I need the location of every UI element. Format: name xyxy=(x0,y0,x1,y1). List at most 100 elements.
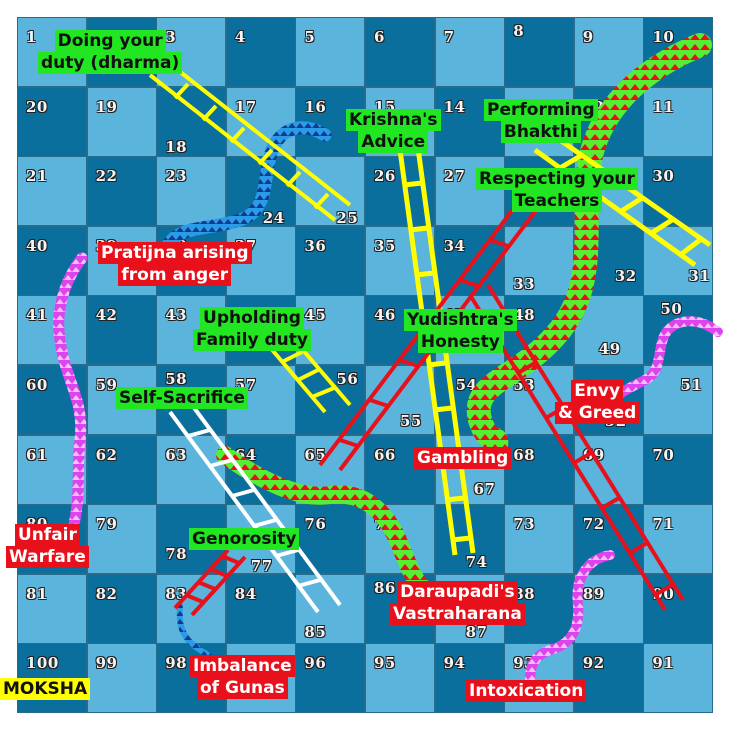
snake-vastraharana xyxy=(216,446,429,594)
board-cell: 68 xyxy=(504,434,575,505)
cell-number: 63 xyxy=(165,445,188,464)
board-cell: 7 xyxy=(434,17,505,87)
cell-number: 10 xyxy=(652,28,675,46)
cell-number: 54 xyxy=(455,376,478,394)
label-yudishtra-honesty: Yudishtra's Honesty xyxy=(404,309,517,353)
cell-number: 31 xyxy=(688,266,711,285)
cell-number: 62 xyxy=(95,445,118,464)
cell-number: 32 xyxy=(614,266,637,285)
cell-number: 11 xyxy=(652,97,675,116)
snake-gambling xyxy=(466,33,712,462)
cell-number: 22 xyxy=(95,167,118,186)
cell-number: 1 xyxy=(26,28,37,46)
label-intoxication: Intoxication xyxy=(466,680,587,702)
label-self-sacrifice: Self-Sacrifice xyxy=(116,387,248,409)
label-generosity: Genorosity xyxy=(189,528,300,550)
cell-number: 73 xyxy=(513,515,536,534)
cell-number: 81 xyxy=(26,584,48,603)
cell-number: 43 xyxy=(165,306,188,325)
cell-number: 45 xyxy=(304,306,327,325)
ladder-doing-duty xyxy=(148,58,352,222)
cell-number: 7 xyxy=(443,28,455,46)
label-daraupadi-vastraharana: Daraupadi's Vastraharana xyxy=(390,581,525,625)
cell-number: 59 xyxy=(95,376,118,394)
ladder-self-sacrifice xyxy=(168,403,342,614)
cell-number: 4 xyxy=(234,28,246,46)
cell-number: 21 xyxy=(26,167,48,186)
board-cell: 82 xyxy=(86,573,157,644)
cell-number: 55 xyxy=(400,412,422,430)
snake-intoxication xyxy=(525,550,615,685)
cell-number: 94 xyxy=(443,654,466,673)
label-unfair-warfare: Unfair Warfare xyxy=(6,524,89,568)
board-cell: 62 xyxy=(86,434,157,505)
board-cell: 42 xyxy=(86,295,157,366)
label-moksha: MOKSHA xyxy=(0,678,91,700)
board-cell: 36 xyxy=(295,225,366,296)
cell-number: 98 xyxy=(165,654,188,673)
cell-number: 3 xyxy=(165,28,177,46)
board-cell: 23 xyxy=(156,156,227,227)
cell-number: 24 xyxy=(262,209,285,228)
cell-number: 74 xyxy=(465,553,488,572)
cell-number: 6 xyxy=(374,28,385,46)
cell-number: 72 xyxy=(582,515,605,534)
cell-number: 89 xyxy=(582,584,605,603)
cell-number: 68 xyxy=(513,445,536,464)
board-cell: 96 xyxy=(295,643,366,714)
cell-number: 20 xyxy=(26,97,48,116)
cell-number: 27 xyxy=(443,167,466,186)
board-cell: 99 xyxy=(86,643,157,714)
board-cell: 84 xyxy=(225,573,296,644)
cell-number: 86 xyxy=(374,578,396,597)
board-cell: 73 xyxy=(504,504,575,575)
cell-number: 35 xyxy=(374,236,396,255)
cell-number: 99 xyxy=(95,654,118,673)
cell-number: 50 xyxy=(660,300,683,319)
cell-number: 46 xyxy=(374,306,396,325)
cell-number: 92 xyxy=(582,654,605,673)
cell-number: 61 xyxy=(26,445,48,464)
board-cell: 83 xyxy=(156,573,227,644)
board-cell: 66 xyxy=(365,434,435,505)
label-gambling: Gambling xyxy=(414,447,512,469)
cell-number: 76 xyxy=(304,515,327,534)
cell-number: 65 xyxy=(304,445,327,464)
label-performing-bhakthi: Performing Bhakthi xyxy=(484,99,598,143)
board-cell: 95 xyxy=(365,643,435,714)
cell-number: 16 xyxy=(304,97,327,116)
cell-number: 18 xyxy=(165,137,188,156)
cell-number: 30 xyxy=(652,167,675,186)
cell-number: 9 xyxy=(582,28,594,46)
cell-number: 95 xyxy=(374,654,396,673)
cell-number: 77 xyxy=(250,557,273,576)
cell-number: 51 xyxy=(680,376,703,394)
cell-number: 36 xyxy=(304,236,327,255)
board-cell: 27 xyxy=(434,156,505,227)
board-cell: 30 xyxy=(643,156,714,227)
label-upholding-family-duty: Upholding Family duty xyxy=(193,307,311,351)
cell-number: 8 xyxy=(513,22,525,40)
cell-number: 71 xyxy=(652,515,675,534)
cell-number: 58 xyxy=(165,370,188,388)
cell-number: 17 xyxy=(234,97,257,116)
ladder-generosity xyxy=(173,548,247,617)
cell-number: 67 xyxy=(473,479,496,498)
snake-unfair-warfare xyxy=(53,252,88,546)
label-respecting-teachers: Respecting your Teachers xyxy=(476,168,638,212)
cell-number: 33 xyxy=(513,274,536,293)
cell-number: 100 xyxy=(26,654,59,673)
cell-number: 48 xyxy=(513,306,536,325)
label-doing-duty: Doing your duty (dharma) xyxy=(38,30,183,74)
cell-number: 40 xyxy=(26,236,48,255)
cell-number: 79 xyxy=(95,515,118,534)
board-cell: 19 xyxy=(86,86,157,157)
cell-number: 84 xyxy=(234,584,257,603)
cell-number: 87 xyxy=(465,622,488,641)
board-cell: 22 xyxy=(86,156,157,227)
cell-number: 25 xyxy=(336,209,359,228)
board-cell: 4 xyxy=(225,17,296,87)
board-cell: 70 xyxy=(643,434,714,505)
cell-number: 42 xyxy=(95,306,118,325)
cell-number: 70 xyxy=(652,445,675,464)
